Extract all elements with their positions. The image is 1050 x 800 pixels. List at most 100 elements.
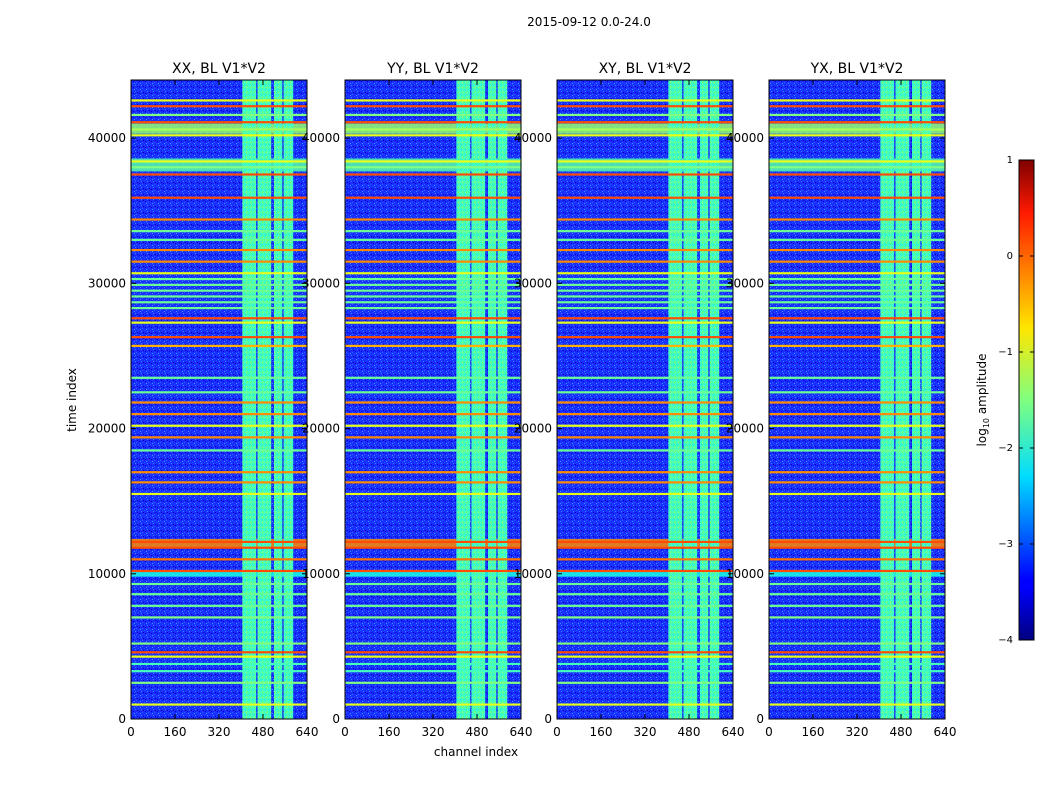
signal-band-2 (683, 80, 698, 719)
colorbar-tick-label: 1 (1007, 155, 1013, 166)
rfi-line (557, 99, 733, 102)
signal-band-3 (488, 80, 497, 719)
x-tick-label: 320 (208, 725, 231, 739)
rfi-line (769, 134, 945, 137)
rfi-line (131, 283, 307, 286)
rfi-line (345, 238, 521, 241)
rfi-line (557, 703, 733, 706)
rfi-line (769, 260, 945, 263)
rfi-line (345, 301, 521, 304)
rfi-line (769, 376, 945, 379)
signal-band-1 (242, 80, 257, 719)
x-tick-label: 480 (678, 725, 701, 739)
x-axis-label: channel index (434, 745, 518, 759)
rfi-line (131, 272, 307, 275)
rfi-line (345, 376, 521, 379)
x-tick-label: 640 (722, 725, 745, 739)
y-tick-label: 40000 (726, 131, 764, 145)
signal-band-4 (921, 80, 932, 719)
rfi-line (557, 481, 733, 484)
signal-band-4 (283, 80, 294, 719)
rfi-line (769, 569, 945, 573)
rfi-line (557, 569, 733, 573)
panel-title: XX, BL V1*V2 (172, 61, 266, 77)
rfi-line (557, 277, 733, 281)
rfi-line (131, 289, 307, 292)
rfi-line (131, 569, 307, 573)
rfi-line (769, 230, 945, 233)
rfi-line (345, 436, 521, 439)
rfi-line (557, 344, 733, 347)
signal-band-1 (668, 80, 683, 719)
rfi-line (557, 301, 733, 304)
panel-title: YX, BL V1*V2 (810, 61, 904, 77)
rfi-line (131, 173, 307, 176)
rfi-line (345, 642, 521, 645)
rfi-line (345, 99, 521, 102)
y-axis-label: time index (65, 368, 79, 432)
rfi-line (769, 424, 945, 427)
rfi-line (557, 424, 733, 427)
rfi-line (769, 655, 945, 658)
y-tick-label: 0 (756, 712, 764, 726)
rfi-line (131, 642, 307, 645)
rfi-line (769, 121, 945, 124)
rfi-line (131, 651, 307, 654)
y-tick-label: 0 (544, 712, 552, 726)
rfi-line (769, 540, 945, 544)
rfi-line (769, 166, 945, 169)
rfi-line (769, 471, 945, 474)
rfi-line (557, 295, 733, 298)
rfi-line (769, 317, 945, 320)
rfi-line (557, 230, 733, 233)
rfi-line (769, 218, 945, 221)
x-tick-label: 480 (890, 725, 913, 739)
rfi-line (131, 317, 307, 320)
rfi-line (557, 196, 733, 199)
rfi-line (769, 344, 945, 347)
rfi-broad-band (557, 538, 733, 548)
rfi-line (131, 582, 307, 586)
rfi-line (345, 336, 521, 339)
rfi-line (131, 376, 307, 379)
y-tick-label: 10000 (302, 567, 340, 581)
y-tick-label: 30000 (302, 276, 340, 290)
rfi-line (131, 681, 307, 684)
y-tick-label: 20000 (514, 422, 552, 436)
panel-xx: XX, BL V1*V2 0 160 320 480 640 0 10000 20000 3000… (88, 61, 319, 739)
rfi-line (131, 424, 307, 427)
colorbar: 1 0 −1 −2 −3 −4 log10 amplitude (975, 155, 1035, 646)
rfi-line (131, 260, 307, 263)
rfi-line (131, 99, 307, 102)
rfi-line (131, 471, 307, 474)
x-tick-label: 160 (378, 725, 401, 739)
rfi-line (557, 449, 733, 452)
rfi-line (345, 196, 521, 199)
rfi-line (131, 295, 307, 298)
rfi-line (557, 121, 733, 124)
rfi-line (769, 160, 945, 163)
rfi-line (345, 317, 521, 320)
rfi-line (769, 248, 945, 252)
rfi-line (557, 604, 733, 607)
x-tick-label: 480 (252, 725, 275, 739)
rfi-line (345, 166, 521, 169)
rfi-line (131, 616, 307, 619)
rfi-line (557, 238, 733, 241)
rfi-broad-band (131, 570, 307, 577)
rfi-line (769, 301, 945, 304)
rfi-line (131, 230, 307, 233)
y-tick-label: 20000 (88, 422, 126, 436)
rfi-line (345, 218, 521, 221)
rfi-line (557, 376, 733, 379)
rfi-line (557, 289, 733, 292)
rfi-line (345, 582, 521, 586)
rfi-line (345, 424, 521, 427)
rfi-line (131, 196, 307, 199)
rfi-line (131, 662, 307, 666)
rfi-line (557, 681, 733, 684)
rfi-line (345, 248, 521, 252)
figure-suptitle: 2015-09-12 0.0-24.0 (527, 15, 651, 29)
rfi-line (131, 703, 307, 706)
